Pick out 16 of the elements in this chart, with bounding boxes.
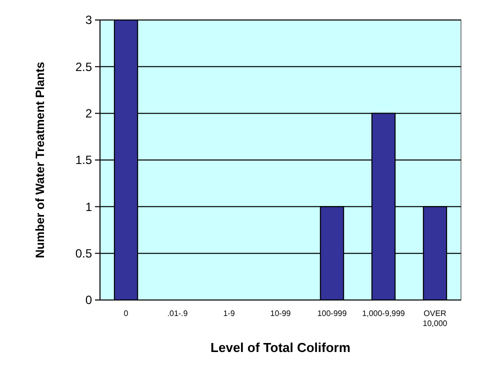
- y-tick-label: 2.5: [75, 60, 92, 74]
- x-tick-label: .01-.9: [167, 309, 188, 318]
- y-tick-label: 1.5: [75, 153, 92, 168]
- x-tick-label: 1-9: [223, 309, 236, 318]
- y-tick-label: 0.5: [75, 246, 92, 261]
- x-tick-label: OVER 10,000: [422, 309, 448, 328]
- x-axis-title: Level of Total Coliform: [210, 340, 350, 355]
- y-tick-label: 0: [85, 293, 92, 308]
- y-tick-label: 2: [85, 106, 92, 121]
- x-tick-label: 10-99: [270, 309, 292, 318]
- y-axis-title: Number of Water Treatment Plants: [33, 62, 47, 258]
- y-tick-label: 3: [85, 13, 92, 28]
- x-tick-label: 1,000-9,999: [362, 309, 406, 318]
- x-tick-label: 0: [124, 309, 129, 318]
- x-tick-label: 100-999: [317, 309, 348, 318]
- y-tick-label: 1: [85, 200, 92, 214]
